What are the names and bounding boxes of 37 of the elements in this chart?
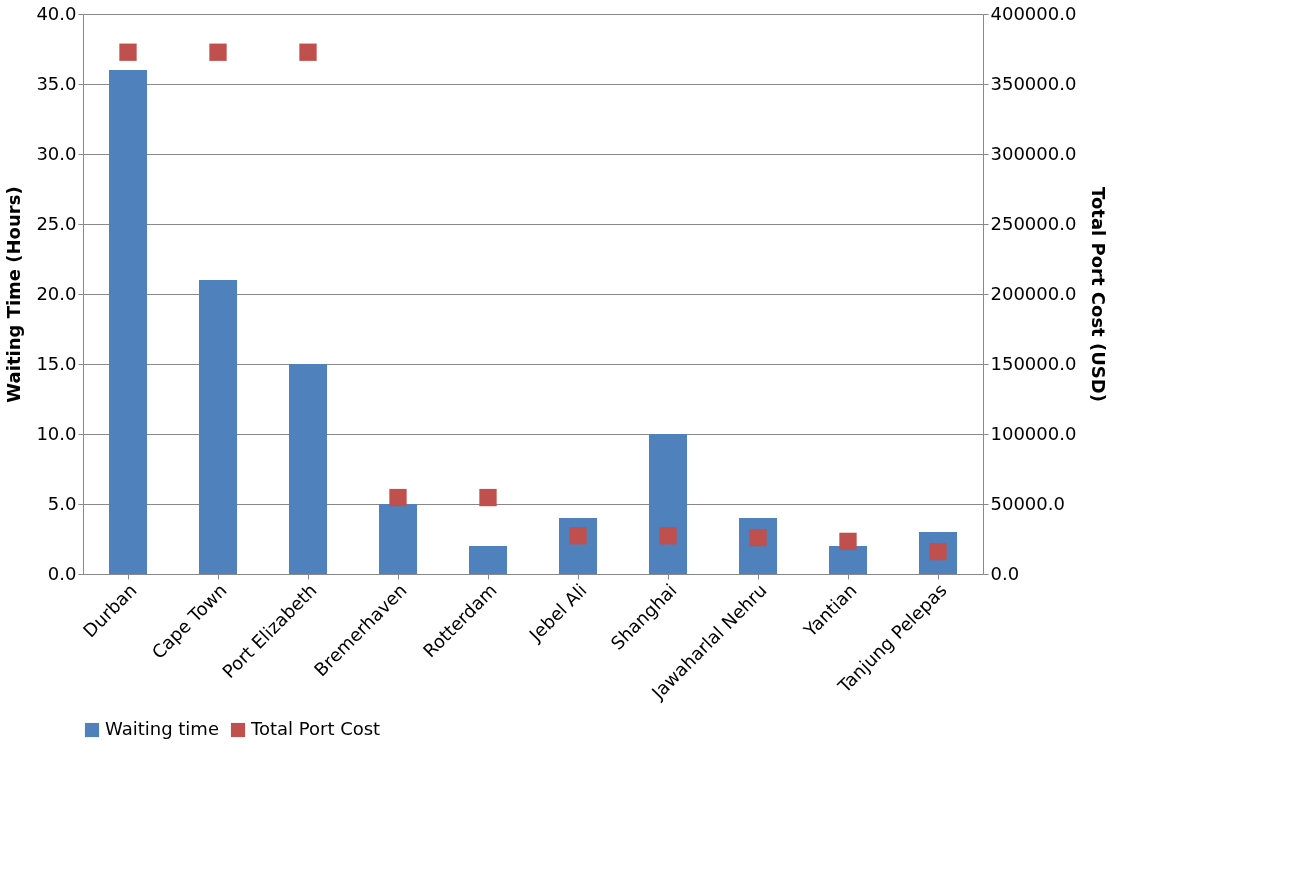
bar (379, 504, 417, 574)
bar (199, 280, 237, 574)
legend-label: Total Port Cost (250, 718, 381, 739)
point (659, 527, 677, 545)
point (839, 532, 857, 551)
point (479, 488, 497, 507)
y2-axis-title: Total Port Cost (USD) (1088, 187, 1110, 402)
y-axis-title: Waiting Time (Hours) (3, 186, 25, 403)
y2-tick-label: 200000.0 (990, 282, 1077, 304)
bar (289, 364, 327, 574)
point (119, 43, 137, 61)
y-tick-label: 30.0 (36, 142, 77, 164)
point (389, 488, 407, 507)
y2-tick-label: 50000.0 (990, 492, 1065, 514)
y2-tick-label: 100000.0 (990, 422, 1077, 444)
legend-label: Waiting time (105, 718, 219, 739)
y-tick-label: 10.0 (36, 422, 77, 444)
y2-tick-label: 400000.0 (990, 2, 1077, 24)
y-tick-label: 5.0 (47, 492, 77, 514)
bar (829, 546, 867, 574)
point (299, 43, 317, 61)
y-tick-label: 20.0 (36, 282, 77, 304)
y-tick-label: 40.0 (36, 2, 77, 24)
bar (469, 546, 507, 574)
bar (649, 434, 687, 574)
y2-tick-label: 150000.0 (990, 352, 1077, 374)
y2-tick-label: 250000.0 (990, 212, 1077, 234)
y-tick-label: 0.0 (47, 562, 77, 584)
bar (109, 70, 147, 574)
y-tick-label: 35.0 (36, 72, 77, 94)
y-tick-label: 15.0 (36, 352, 77, 374)
point (569, 527, 587, 545)
y2-tick-label: 0.0 (990, 562, 1020, 584)
y2-tick-label: 350000.0 (990, 72, 1077, 94)
y2-tick-label: 300000.0 (990, 142, 1077, 164)
point (209, 43, 227, 61)
y-tick-label: 25.0 (36, 212, 77, 234)
